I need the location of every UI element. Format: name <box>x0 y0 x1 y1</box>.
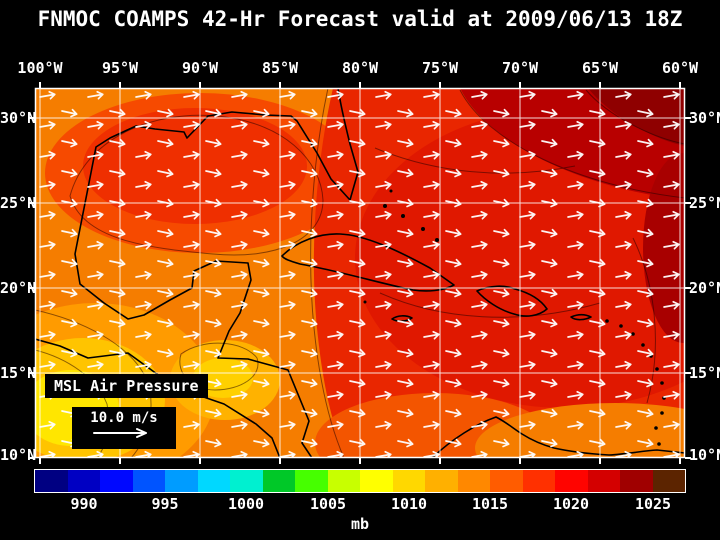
colorbar-unit-label: mb <box>350 515 370 533</box>
colorbar-tick-label: 1020 <box>552 495 590 513</box>
colorbar-cell <box>425 470 458 492</box>
colorbar-cell <box>392 470 425 492</box>
colorbar-cell <box>197 470 230 492</box>
map-border <box>34 87 686 459</box>
page-title: FNMOC COAMPS 42-Hr Forecast valid at 200… <box>37 7 683 31</box>
colorbar-cell <box>132 470 165 492</box>
wind-vector-field <box>35 88 685 458</box>
lat-axis-label: 10°N <box>689 446 720 464</box>
colorbar-cell <box>522 470 555 492</box>
lat-axis-label: 10°N <box>0 446 37 464</box>
wind-scale-arrow-icon <box>93 428 147 438</box>
colorbar-cell <box>230 470 263 492</box>
colorbar-cell <box>327 470 360 492</box>
colorbar-cell <box>35 470 68 492</box>
map-canvas <box>29 82 691 464</box>
colorbar-tick-label: 1010 <box>390 495 428 513</box>
colorbar-cell <box>100 470 133 492</box>
colorbar-cell <box>67 470 100 492</box>
lon-axis-label: 85°W <box>261 59 299 77</box>
colorbar-cell <box>262 470 295 492</box>
wind-scale-label: 10.0 m/s <box>90 410 158 426</box>
lat-axis-label: 25°N <box>689 194 720 212</box>
lon-axis-label: 70°W <box>501 59 539 77</box>
lat-axis-label: 20°N <box>689 279 720 297</box>
lat-axis-label: 20°N <box>0 279 37 297</box>
colorbar-tick-label: 1025 <box>634 495 672 513</box>
field-legend: MSL Air Pressure <box>45 374 208 398</box>
colorbar-cell <box>587 470 620 492</box>
colorbar-cell <box>490 470 523 492</box>
colorbar-cell <box>165 470 198 492</box>
lat-axis-label: 15°N <box>689 364 720 382</box>
lon-axis-label: 90°W <box>181 59 219 77</box>
pressure-colorbar <box>34 469 686 493</box>
colorbar-tick-label: 1000 <box>227 495 265 513</box>
colorbar-tick-label: 990 <box>70 495 98 513</box>
wind-scale-legend: 10.0 m/s <box>72 407 176 449</box>
colorbar-tick-label: 1005 <box>309 495 347 513</box>
lat-axis-label: 30°N <box>689 109 720 127</box>
colorbar-cell <box>555 470 588 492</box>
colorbar-tick-label: 1015 <box>471 495 509 513</box>
colorbar-tick-label: 995 <box>151 495 179 513</box>
colorbar-cell <box>360 470 393 492</box>
lon-axis-label: 60°W <box>661 59 699 77</box>
lon-axis-label: 100°W <box>17 59 63 77</box>
lat-axis-label: 25°N <box>0 194 37 212</box>
lon-axis-label: 95°W <box>101 59 139 77</box>
colorbar-cell <box>457 470 490 492</box>
colorbar-cell <box>295 470 328 492</box>
axis-ticks <box>29 82 691 464</box>
lon-axis-label: 75°W <box>421 59 459 77</box>
colorbar-tick-labels: 990 995 1000 1005 1010 1015 1020 1025 <box>35 495 685 513</box>
lat-axis-label: 30°N <box>0 109 37 127</box>
colorbar-cell <box>620 470 653 492</box>
lat-axis-label: 15°N <box>0 364 37 382</box>
colorbar-cell <box>652 470 685 492</box>
lon-axis-label: 80°W <box>341 59 379 77</box>
lon-axis-label: 65°W <box>581 59 619 77</box>
field-legend-label: MSL Air Pressure <box>54 377 199 395</box>
